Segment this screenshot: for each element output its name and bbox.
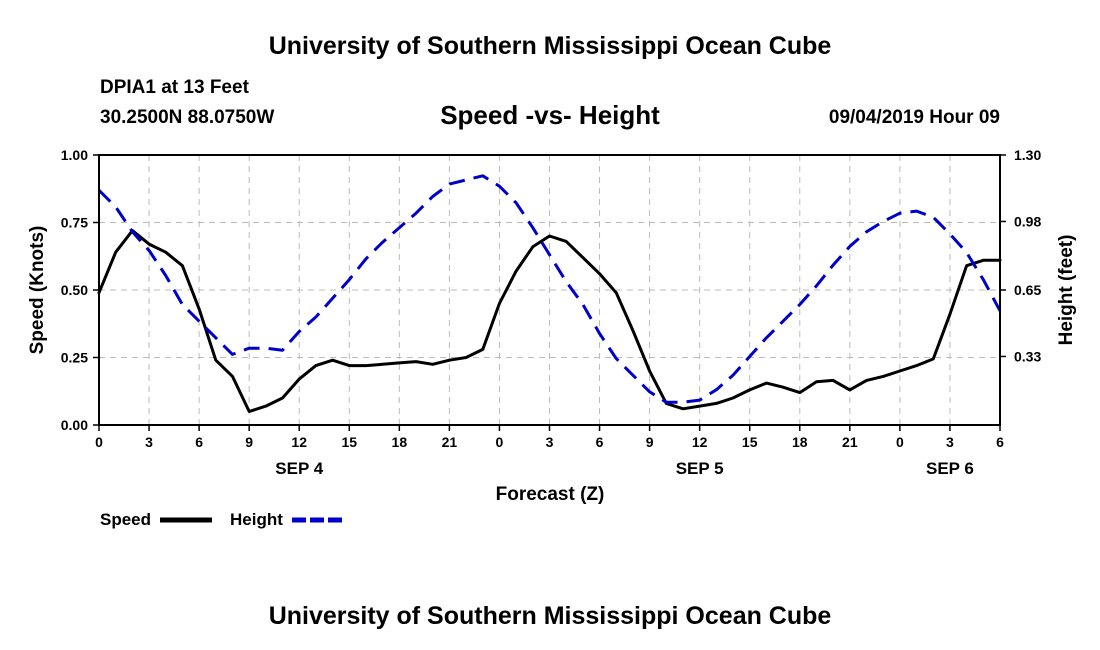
chart-title: Speed -vs- Height — [440, 100, 660, 130]
date-label: SEP 6 — [926, 459, 974, 478]
legend-label-speed: Speed — [100, 510, 151, 529]
y2-tick-label: 0.65 — [1014, 282, 1041, 298]
station-label: DPIA1 at 13 Feet — [100, 77, 249, 98]
x-tick-label: 3 — [546, 434, 554, 450]
y-tick-label: 0.00 — [61, 417, 88, 433]
x-tick-label: 3 — [946, 434, 954, 450]
x-tick-label: 12 — [692, 434, 708, 450]
x-tick-label: 18 — [792, 434, 808, 450]
x-tick-label: 0 — [95, 434, 103, 450]
page-title-top: University of Southern Mississippi Ocean… — [268, 32, 832, 60]
x-tick-label: 15 — [742, 434, 758, 450]
y-tick-label: 0.75 — [61, 215, 88, 231]
x-tick-label: 21 — [842, 434, 858, 450]
legend-label-height: Height — [230, 510, 283, 529]
y2-tick-label: 1.30 — [1014, 147, 1041, 163]
grid — [99, 155, 1000, 425]
datetime-label: 09/04/2019 Hour 09 — [828, 107, 1000, 128]
x-axis-label: Forecast (Z) — [496, 484, 605, 505]
y-axis-label: Speed (Knots) — [27, 226, 48, 355]
x-tick-label: 9 — [245, 434, 253, 450]
x-tick-label: 0 — [496, 434, 504, 450]
location-label: 30.2500N 88.0750W — [100, 107, 275, 128]
x-tick-label: 15 — [341, 434, 357, 450]
y2-tick-label: 0.33 — [1014, 348, 1041, 364]
legend: Speed Height — [100, 510, 342, 529]
axes: 0 3 6 9 12 15 18 21 0 3 6 9 12 15 18 21 0 3 6 0.00 0.25 0.50 0… — [61, 147, 1042, 478]
series-speed-line — [97, 229, 1002, 413]
x-tick-label: 18 — [392, 434, 408, 450]
series-height-line — [97, 174, 1002, 404]
page-title-bottom: University of Southern Mississippi Ocean… — [268, 602, 832, 630]
x-tick-label: 6 — [996, 434, 1004, 450]
y2-axis-label: Height (feet) — [1056, 235, 1077, 346]
x-tick-label: 21 — [442, 434, 458, 450]
x-tick-label: 12 — [291, 434, 307, 450]
date-label: SEP 4 — [275, 459, 323, 478]
y2-tick-label: 0.98 — [1014, 213, 1041, 229]
x-tick-label: 6 — [195, 434, 203, 450]
y-tick-label: 1.00 — [61, 147, 88, 163]
series-layer — [97, 174, 1002, 413]
x-tick-label: 9 — [646, 434, 654, 450]
x-tick-label: 3 — [145, 434, 153, 450]
date-label: SEP 5 — [676, 459, 724, 478]
y-tick-label: 0.50 — [61, 282, 88, 298]
y-tick-label: 0.25 — [61, 350, 88, 366]
x-tick-label: 0 — [896, 434, 904, 450]
x-tick-label: 6 — [596, 434, 604, 450]
